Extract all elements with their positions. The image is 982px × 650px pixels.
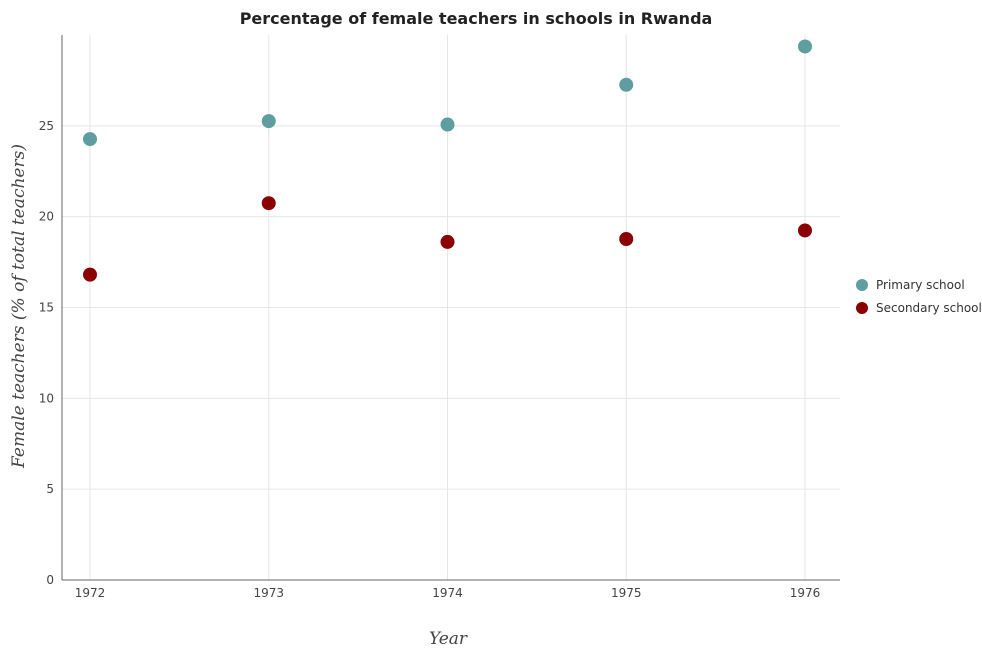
x-tick-label: 1975 [611,586,642,600]
y-tick-label: 15 [39,301,54,315]
legend-label: Primary school [876,278,965,292]
y-tick-label: 20 [39,210,54,224]
y-axis-label: Female teachers (% of total teachers) [9,144,29,469]
x-tick-label: 1974 [432,586,463,600]
data-point-primary [440,117,455,132]
legend-marker [856,279,868,291]
legend: Primary school Secondary school [856,278,982,315]
y-tick-label: 5 [46,482,54,496]
data-point-secondary [83,267,97,282]
chart-title: Percentage of female teachers in schools… [240,9,713,28]
data-point-primary [619,77,634,92]
plot-area: 0 5 10 15 20 25 1972 1973 1974 1975 1976 [39,35,840,600]
data-point-secondary [798,223,812,238]
x-axis-label: Year [429,629,468,649]
x-tick-label: 1972 [75,586,106,600]
x-tick-label: 1976 [790,586,821,600]
data-point-secondary [440,234,455,249]
y-tick-label: 25 [39,119,54,133]
data-point-secondary [261,196,276,211]
legend-marker [856,302,868,314]
data-point-primary [798,39,812,54]
legend-label: Secondary school [876,301,982,315]
x-tick-label: 1973 [253,586,284,600]
data-point-primary [261,114,276,129]
data-point-secondary [619,232,634,247]
y-tick-label: 0 [46,573,54,587]
y-tick-label: 10 [39,391,54,405]
data-point-primary [83,132,97,147]
